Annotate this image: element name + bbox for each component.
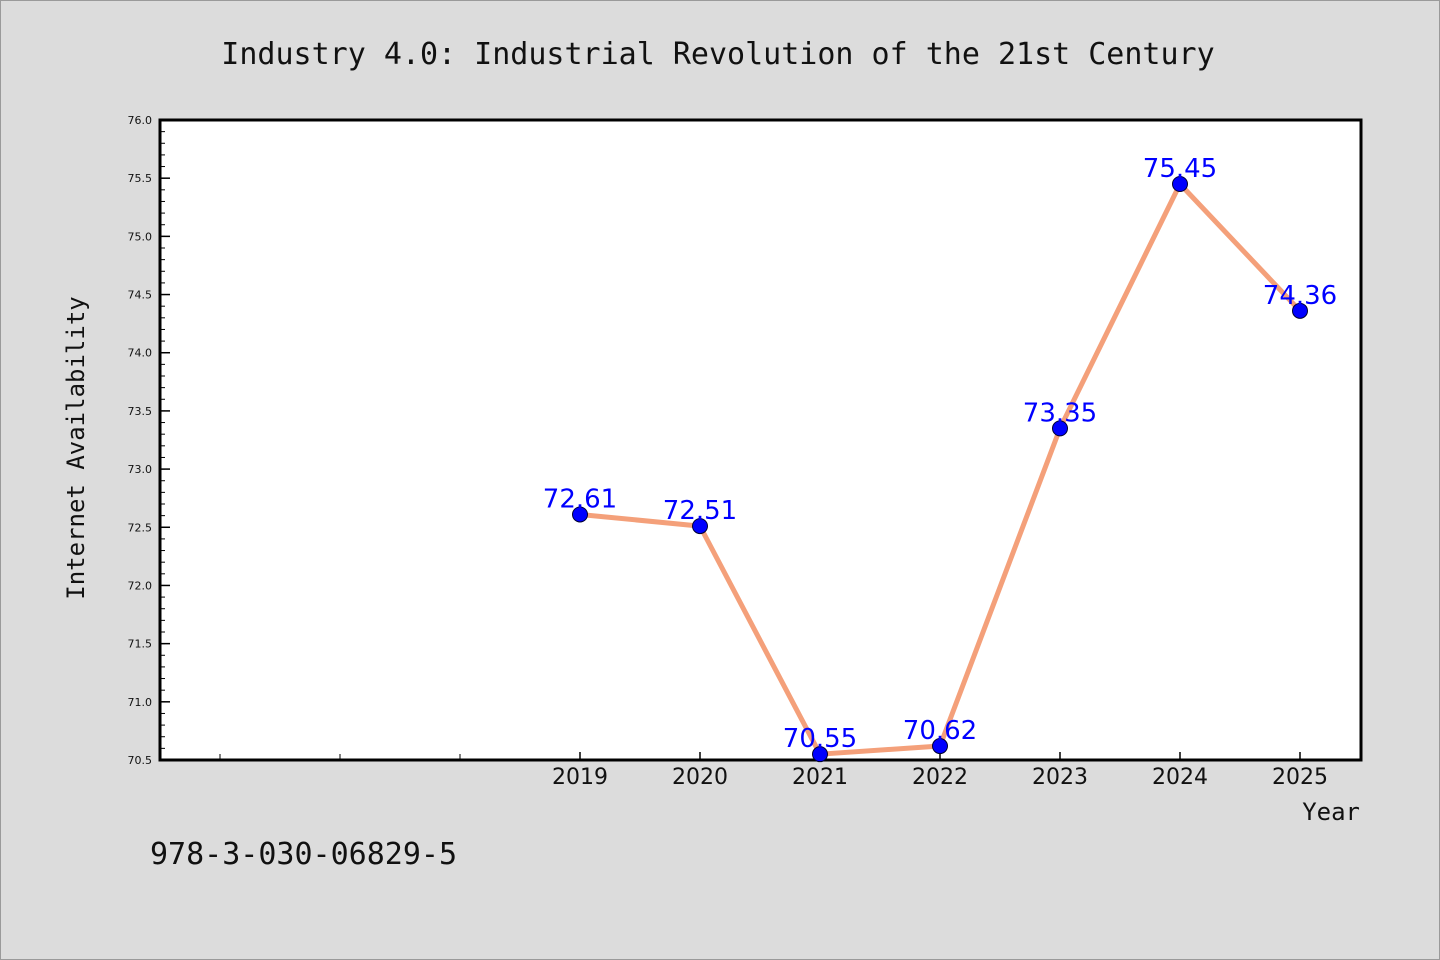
y-tick-label: 70.5: [128, 754, 153, 767]
y-tick-label: 74.0: [128, 347, 153, 360]
y-axis-label: Internet Availability: [62, 296, 90, 599]
y-tick-label: 72.5: [128, 521, 153, 534]
y-tick-label: 71.0: [128, 696, 153, 709]
y-tick-label: 76.0: [128, 114, 153, 127]
x-tick-label: 2025: [1272, 765, 1328, 790]
x-tick-label: 2024: [1152, 765, 1208, 790]
data-labels: 72.61 72.51 70.55 70.62 73.35 75.45 74.36: [543, 154, 1337, 754]
data-label: 70.62: [903, 716, 977, 746]
y-tick-label: 73.0: [128, 463, 153, 476]
data-point-marker: [932, 738, 948, 755]
x-tick-label: 2023: [1032, 765, 1088, 790]
y-tick-label: 75.0: [128, 230, 153, 243]
series-markers: [572, 176, 1308, 763]
y-tick-label: 74.5: [128, 289, 153, 302]
data-label: 75.45: [1143, 154, 1217, 184]
x-minor-ticks: [219, 754, 461, 760]
x-tick-label: 2021: [792, 765, 848, 790]
data-label: 70.55: [783, 724, 857, 754]
x-tick-label: 2022: [912, 765, 968, 790]
y-tick-label: 75.5: [128, 172, 153, 185]
data-point-marker: [1292, 302, 1308, 319]
data-label: 72.51: [663, 496, 737, 526]
data-label: 73.35: [1023, 398, 1097, 428]
plot-area: [158, 118, 1363, 762]
data-point-marker: [1052, 420, 1068, 437]
x-tick-label: 2019: [552, 765, 608, 790]
x-axis-label: Year: [1302, 798, 1360, 826]
chart-title: Industry 4.0: Industrial Revolution of t…: [221, 37, 1214, 72]
isbn-annotation: 978-3-030-06829-5: [150, 837, 457, 872]
y-tick-label: 73.5: [128, 405, 153, 418]
data-point-marker: [812, 746, 828, 763]
x-axis-ticks: 2019 2020 2021 2022 2023 2024 2025: [552, 752, 1328, 790]
data-point-marker: [572, 506, 588, 523]
data-label: 72.61: [543, 484, 617, 514]
data-point-marker: [692, 518, 708, 535]
data-point-marker: [1172, 176, 1188, 192]
y-tick-label: 71.5: [128, 638, 153, 651]
x-tick-label: 2020: [672, 765, 728, 790]
y-tick-label: 72.0: [128, 579, 153, 592]
data-label: 74.36: [1263, 281, 1337, 311]
y-axis-ticks: 70.5 71.0 71.5 72.0 72.5 73.0 73.5 74.0 74.5 75.0…: [128, 114, 170, 767]
